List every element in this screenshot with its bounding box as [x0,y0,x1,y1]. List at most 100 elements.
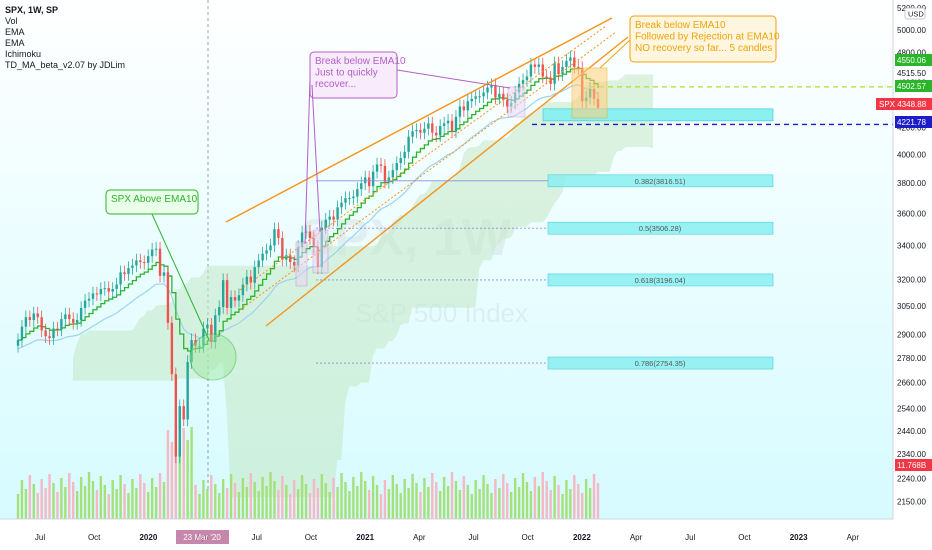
candle-body [399,158,402,164]
candle-body [470,98,473,102]
volume-bar [198,494,201,519]
legend-indicator-td-ma[interactable]: TD_MA_beta_v2.07 by JDLim [5,60,126,70]
volume-bar [119,475,122,519]
price-label-box [876,98,932,110]
note-purple-box [309,51,398,99]
candle-body [565,60,568,67]
price-tick-label: 4800.00 [897,49,926,58]
volume-bar [454,481,458,519]
volume-bar [91,481,95,519]
candle-body [442,123,446,127]
candle-body [454,116,458,132]
price-tick-label: 4000.00 [897,151,926,160]
volume-bar [249,473,252,519]
candle-body [324,219,327,228]
candle-body [391,170,395,178]
volume-bar [221,479,225,519]
volume-bar [206,489,209,519]
price-tick-label: 2780.00 [897,354,926,363]
candle-body [419,129,422,133]
candle-body [285,255,288,260]
volume-bar [513,478,517,519]
candle-body [32,313,35,321]
volume-bar [308,493,312,519]
note-purple-text: recover... [315,79,356,90]
time-tick-label: Apr [847,533,860,542]
volume-bar [48,474,51,519]
volume-bar [557,485,560,519]
candle-body [569,57,572,61]
volume-bar [292,480,296,519]
legend-indicator-ema-fast[interactable]: EMA [5,27,25,37]
legend-indicator-ema-slow[interactable]: EMA [5,38,25,48]
candle-body [336,207,339,220]
volume-bar [383,480,387,519]
candle-body [423,128,426,133]
price-label-text: 11.768B [897,461,926,470]
time-tick-label: Jul [35,533,45,542]
volume-bar [174,429,178,519]
price-label-text: 4515.50 [897,69,926,78]
candle-body [438,126,442,136]
candle-body [340,202,343,208]
volume-bar [190,427,193,519]
time-tick-label: 2021 [356,533,374,542]
fib-level-label: 0.5(3506.28) [639,224,682,233]
legend-symbol[interactable]: SPX, 1W, SP [5,5,59,15]
time-tick-label: Oct [88,533,101,542]
volume-bar [20,480,24,519]
time-tick-label: Apr [413,533,426,542]
volume-bar [143,483,146,519]
volume-bar [411,474,414,519]
volume-bar [166,430,170,519]
candle-body [194,340,197,346]
volume-bar [131,479,134,519]
volume-bar [391,475,395,519]
volume-bar [60,478,63,519]
price-label-box [895,54,932,66]
candle-body [525,76,529,81]
volume-bar [320,474,324,519]
fib-level-label: 0.786(2754.35) [635,359,686,368]
candle-body [364,177,367,184]
candle-body [20,326,24,341]
candle-body [490,85,493,88]
volume-bar [257,491,260,519]
candle-body [502,93,505,101]
note-purple-text: Just to quickly [315,68,378,79]
note-green-text: SPX Above EMA10 [111,194,198,205]
volume-bar [415,483,418,519]
candle-body [72,319,75,323]
candle-body [379,164,383,166]
time-tick-label: 2023 [790,533,808,542]
price-label-box [895,80,932,92]
volume-bar [233,483,237,519]
volume-bar [490,493,493,519]
candle-body [486,87,489,93]
candle-body [415,129,418,132]
volume-bar [87,472,91,519]
legend-indicator-ichimoku[interactable]: Ichimoku [5,49,42,59]
volume-bar [68,473,71,519]
volume-bar [537,486,541,519]
volume-bar [245,487,249,519]
candle-body [60,319,63,330]
candle-body [233,297,237,301]
candle-body [521,80,525,84]
volume-bar [340,473,343,519]
price-label-box [895,116,932,128]
legend-indicator-vol[interactable]: Vol [5,16,18,26]
candle-body [139,260,142,263]
candle-body [482,92,485,97]
candle-body [154,248,158,250]
volume-bar [458,490,462,519]
volume-bar [438,491,442,519]
fib-level-label: 0.618(3196.04) [635,276,686,285]
price-label-text: SPX 4348.88 [879,100,927,109]
volume-bar [150,478,154,519]
candle-body [269,245,272,251]
candle-body [83,300,87,308]
candle-body [395,163,398,171]
candle-body [367,177,371,187]
